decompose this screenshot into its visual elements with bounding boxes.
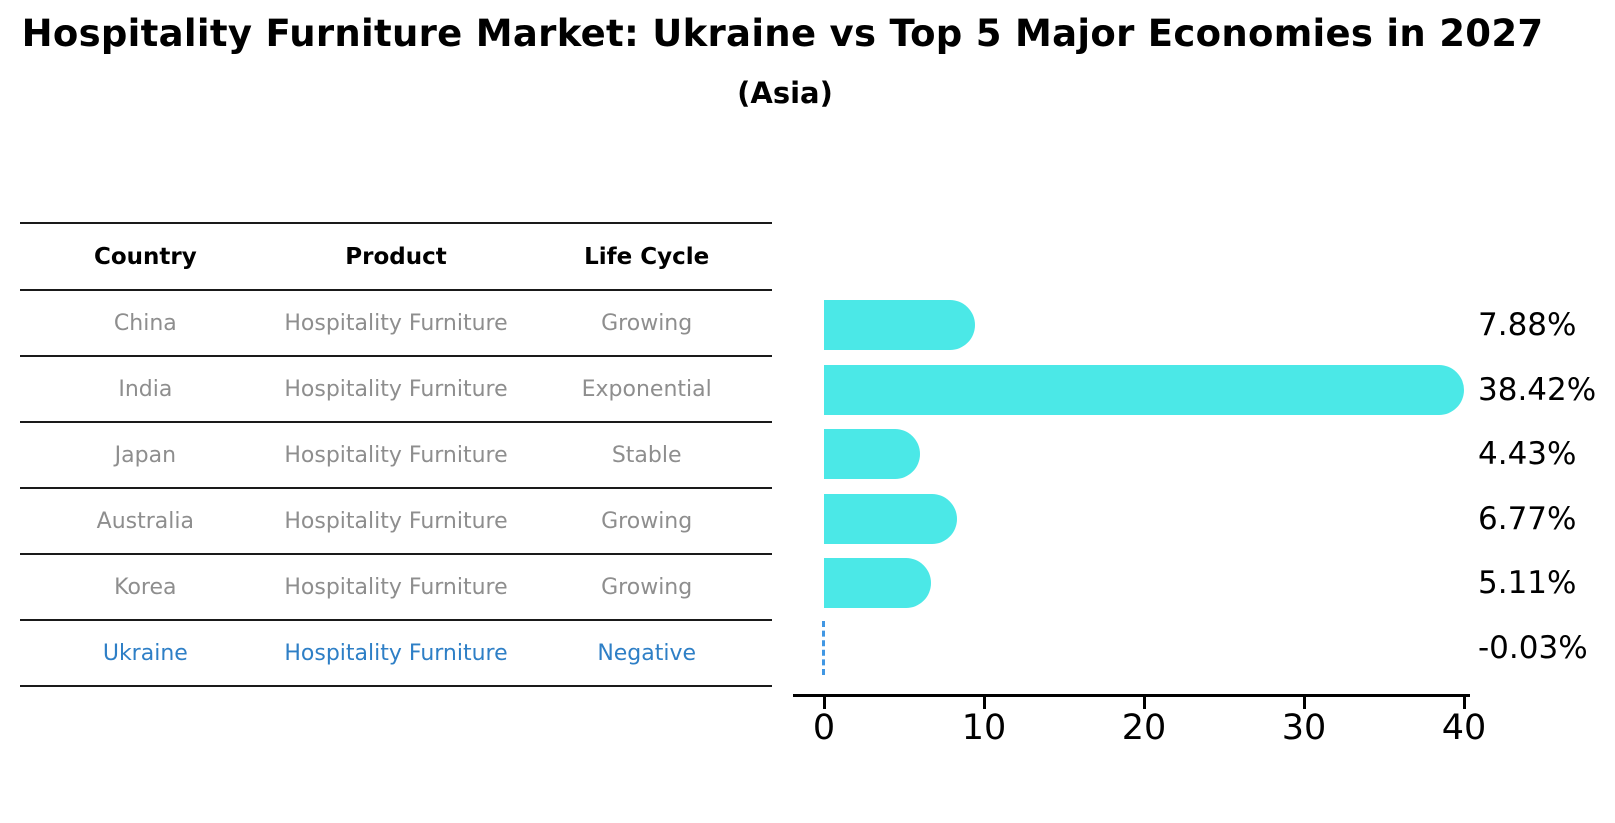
table-row-korea: Korea Hospitality Furniture Growing: [20, 555, 772, 621]
x-axis-tick-10: [983, 697, 986, 709]
cell-country: India: [118, 376, 173, 402]
cell-country: Australia: [96, 508, 194, 534]
table-row-china: China Hospitality Furniture Growing: [20, 291, 772, 357]
cell-life-cycle: Exponential: [581, 376, 712, 402]
table-row-ukraine: Ukraine Hospitality Furniture Negative: [20, 621, 772, 687]
x-axis-tick-30: [1303, 697, 1306, 709]
x-axis-line: [793, 694, 1470, 697]
table-row-australia: Australia Hospitality Furniture Growing: [20, 489, 772, 555]
bar-japan: [824, 429, 920, 479]
value-label-australia: 6.77%: [1478, 501, 1577, 537]
bar-china: [824, 300, 975, 350]
cell-product: Hospitality Furniture: [284, 376, 508, 402]
cell-life-cycle: Growing: [601, 574, 693, 600]
cell-product: Hospitality Furniture: [284, 310, 508, 336]
country-table: Country Product Life Cycle China Hospital…: [20, 222, 772, 687]
table-header-row: Country Product Life Cycle: [20, 224, 772, 291]
chart-title: Hospitality Furniture Market: Ukraine vs…: [21, 12, 1544, 55]
cell-country: Ukraine: [102, 640, 188, 666]
cell-product: Hospitality Furniture: [284, 640, 508, 666]
x-axis-tick-label-0: 0: [812, 708, 836, 748]
bar-australia: [824, 494, 957, 544]
value-label-india: 38.42%: [1478, 372, 1597, 408]
cell-life-cycle: Stable: [611, 442, 682, 468]
cell-life-cycle: Growing: [601, 508, 693, 534]
x-axis-tick-20: [1143, 697, 1146, 709]
table-row-japan: Japan Hospitality Furniture Stable: [20, 423, 772, 489]
value-label-china: 7.88%: [1478, 307, 1577, 343]
cell-product: Hospitality Furniture: [284, 442, 508, 468]
bar-korea: [824, 558, 931, 608]
cell-product: Hospitality Furniture: [284, 508, 508, 534]
table-row-india: India Hospitality Furniture Exponential: [20, 357, 772, 423]
column-header-product: Product: [345, 243, 447, 270]
column-header-country: Country: [93, 243, 197, 270]
x-axis-tick-label-20: 20: [1121, 708, 1167, 748]
cell-country: Korea: [114, 574, 177, 600]
x-axis-tick-0: [823, 697, 826, 709]
cell-product: Hospitality Furniture: [284, 574, 508, 600]
x-axis-tick-label-10: 10: [961, 708, 1007, 748]
cell-life-cycle: Growing: [601, 310, 693, 336]
cell-life-cycle: Negative: [597, 640, 697, 666]
chart-subtitle: (Asia): [737, 76, 833, 110]
x-axis-tick-label-30: 30: [1281, 708, 1327, 748]
cell-country: China: [113, 310, 177, 336]
negative-value-dashed-line-ukraine: [822, 621, 825, 675]
value-label-korea: 5.11%: [1478, 565, 1577, 601]
cell-country: Japan: [114, 442, 177, 468]
x-axis-tick-label-40: 40: [1441, 708, 1487, 748]
bar-india: [824, 365, 1464, 415]
value-label-ukraine: -0.03%: [1478, 630, 1588, 666]
column-header-life-cycle: Life Cycle: [584, 243, 710, 270]
value-label-japan: 4.43%: [1478, 436, 1577, 472]
x-axis-tick-40: [1463, 697, 1466, 709]
